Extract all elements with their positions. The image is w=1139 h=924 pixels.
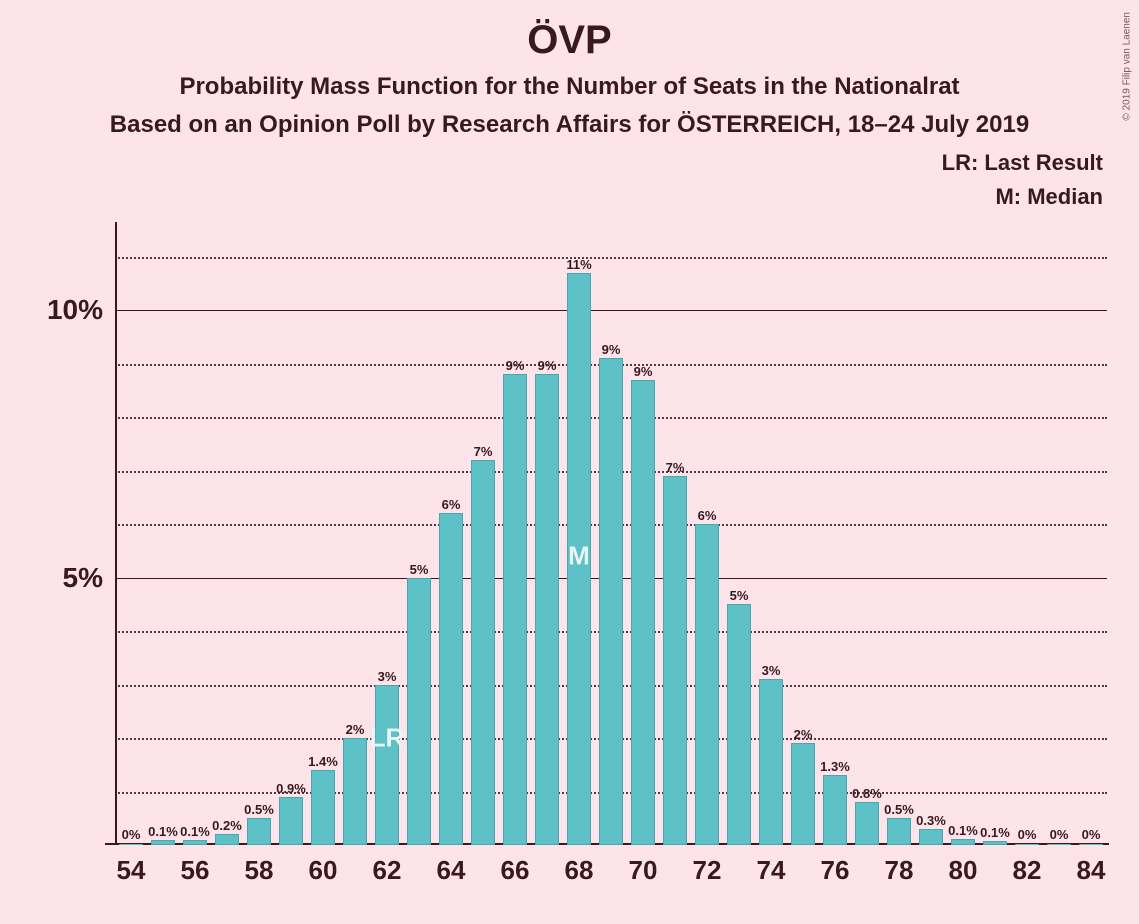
y-tick-label: 10% — [47, 294, 115, 326]
bar: 0.1% — [983, 841, 1008, 845]
bar: 1.4% — [311, 770, 336, 845]
x-tick-label: 54 — [117, 845, 146, 886]
bar-value-label: 0.3% — [916, 813, 946, 830]
bar: 1.3% — [823, 775, 848, 845]
bar-value-label: 9% — [634, 364, 653, 381]
bar: 0.1% — [151, 840, 176, 845]
copyright-text: © 2019 Filip van Laenen — [1122, 12, 1133, 121]
bar: 0.8% — [855, 802, 880, 845]
bar: 0.5% — [887, 818, 912, 845]
x-tick-label: 56 — [181, 845, 210, 886]
bar-value-label: 0.5% — [884, 802, 914, 819]
legend-median: M: Median — [995, 184, 1103, 210]
x-tick-label: 84 — [1077, 845, 1106, 886]
bar: 2% — [343, 738, 368, 845]
x-tick-label: 82 — [1013, 845, 1042, 886]
bar: 6% — [439, 513, 464, 845]
x-tick-label: 76 — [821, 845, 850, 886]
bar-value-label: 1.3% — [820, 759, 850, 776]
bar-value-label: 0.2% — [212, 818, 242, 835]
bar: 7% — [471, 460, 496, 845]
bar-value-label: 3% — [378, 669, 397, 686]
x-tick-label: 64 — [437, 845, 466, 886]
x-tick-label: 74 — [757, 845, 786, 886]
bar-value-label: 0.9% — [276, 781, 306, 798]
x-tick-label: 66 — [501, 845, 530, 886]
gridline-major — [115, 310, 1107, 311]
x-tick-label: 68 — [565, 845, 594, 886]
x-tick-label: 58 — [245, 845, 274, 886]
bar: 3% — [759, 679, 784, 845]
bar: 9% — [599, 358, 624, 845]
gridline-minor — [115, 257, 1107, 259]
bar-value-label: 2% — [346, 722, 365, 739]
x-tick-label: 80 — [949, 845, 978, 886]
bar: 6% — [695, 524, 720, 845]
bar-value-label: 0.1% — [180, 824, 210, 841]
bar-value-label: 0.1% — [148, 824, 178, 841]
bar-value-label: 2% — [794, 727, 813, 744]
bar: 0.9% — [279, 797, 304, 845]
bar-value-label: 1.4% — [308, 754, 338, 771]
bar-value-label: 9% — [538, 358, 557, 375]
chart-subtitle-1: Probability Mass Function for the Number… — [0, 73, 1139, 101]
median-marker: M — [568, 541, 590, 572]
bar: 0.3% — [919, 829, 944, 845]
bar-value-label: 9% — [506, 358, 525, 375]
bar: 0.2% — [215, 834, 240, 845]
bar: 9% — [503, 374, 528, 845]
bar: 3% — [375, 685, 400, 845]
x-tick-label: 70 — [629, 845, 658, 886]
x-tick-label: 62 — [373, 845, 402, 886]
bar-value-label: 6% — [698, 508, 717, 525]
bar-value-label: 3% — [762, 663, 781, 680]
chart-plot-area: LR: Last Result M: Median 5%10%0%0.1%0.1… — [115, 230, 1107, 845]
bar-value-label: 0.1% — [980, 825, 1010, 842]
bar: 0.5% — [247, 818, 272, 845]
bar: 0% — [1047, 844, 1072, 845]
bar-value-label: 9% — [602, 342, 621, 359]
x-tick-label: 72 — [693, 845, 722, 886]
bar: 2% — [791, 743, 816, 845]
bar-value-label: 0% — [122, 827, 141, 844]
bar-value-label: 0.5% — [244, 802, 274, 819]
legend-last-result: LR: Last Result — [942, 150, 1103, 176]
bar-value-label: 5% — [730, 588, 749, 605]
chart-subtitle-2: Based on an Opinion Poll by Research Aff… — [0, 111, 1139, 139]
bar-value-label: 0% — [1018, 827, 1037, 844]
bar: 9% — [535, 374, 560, 845]
bar: 9% — [631, 380, 656, 845]
bar-value-label: 0.1% — [948, 823, 978, 840]
bar-value-label: 7% — [666, 460, 685, 477]
bar: 7% — [663, 476, 688, 845]
y-tick-label: 5% — [63, 562, 115, 594]
bar-value-label: 0.8% — [852, 786, 882, 803]
bar-value-label: 6% — [442, 497, 461, 514]
x-tick-label: 60 — [309, 845, 338, 886]
bar-value-label: 0% — [1082, 827, 1101, 844]
bar-value-label: 7% — [474, 444, 493, 461]
bar-value-label: 5% — [410, 562, 429, 579]
x-tick-label: 78 — [885, 845, 914, 886]
bar: 5% — [407, 578, 432, 845]
bar-value-label: 0% — [1050, 827, 1069, 844]
last-result-marker: LR — [370, 723, 405, 754]
y-axis-line — [115, 222, 117, 845]
chart-title: ÖVP — [0, 0, 1139, 63]
bar: 5% — [727, 604, 752, 845]
bar-value-label: 11% — [566, 257, 591, 274]
